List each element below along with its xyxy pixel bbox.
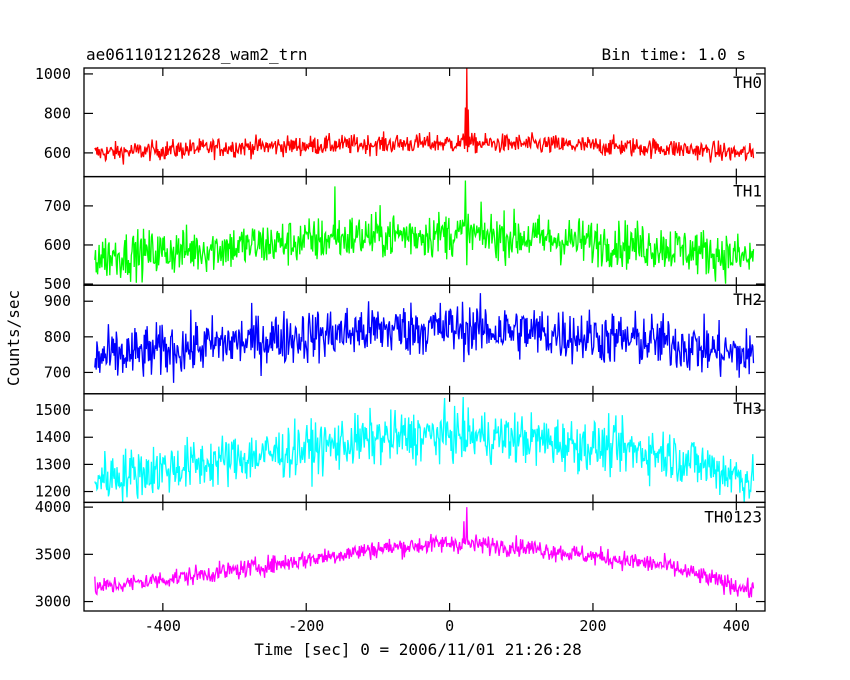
y-axis-label: Counts/sec — [4, 290, 23, 386]
y-tick-label: 600 — [44, 144, 71, 162]
series-line-th0 — [94, 67, 755, 165]
y-tick-label: 800 — [44, 328, 71, 346]
y-tick-label: 1400 — [35, 428, 71, 446]
panel-label: TH0 — [733, 73, 762, 92]
y-tick-label: 700 — [44, 197, 71, 215]
panel-th2: 700 800 900 TH2 — [44, 284, 766, 395]
y-tick-label: 1500 — [35, 401, 71, 419]
y-tick-label: 800 — [44, 104, 71, 122]
panel-label: TH0123 — [704, 507, 762, 526]
y-tick-label: 4000 — [35, 498, 71, 516]
panel-label: TH2 — [733, 290, 762, 309]
y-tick-label: 700 — [44, 363, 71, 381]
y-tick-label: 3500 — [35, 545, 71, 563]
panel-label: TH1 — [733, 182, 762, 201]
chart-subtitle: Bin time: 1.0 s — [602, 45, 747, 64]
panel-label: TH3 — [733, 399, 762, 418]
series-line-th1 — [94, 180, 755, 284]
panel-frame — [83, 67, 766, 178]
panels-group: 600 800 1000 TH0 500 600 700 TH1 700 800 900 TH2 120… — [35, 65, 766, 612]
x-axis: -400 -200 0 200 400 — [145, 617, 750, 635]
y-tick-label: 1300 — [35, 455, 71, 473]
y-tick-label: 1000 — [35, 65, 71, 83]
y-tick-label: 1200 — [35, 483, 71, 501]
panel-th0123: 3000 3500 4000 TH0123 — [35, 498, 766, 612]
x-tick-label: 0 — [445, 617, 454, 635]
panel-th3: 1200 1300 1400 1500 TH3 — [35, 393, 766, 504]
y-tick-label: 500 — [44, 275, 71, 293]
y-tick-label: 900 — [44, 292, 71, 310]
series-line-th2 — [94, 293, 755, 383]
x-tick-label: -200 — [288, 617, 324, 635]
x-axis-label: Time [sec] 0 = 2006/11/01 21:26:28 — [254, 640, 582, 659]
series-line-th0123 — [94, 507, 755, 598]
x-tick-label: 400 — [723, 617, 750, 635]
panel-th1: 500 600 700 TH1 — [44, 175, 766, 293]
y-tick-label: 3000 — [35, 593, 71, 611]
panel-frame — [83, 501, 766, 612]
chart-title: ae061101212628_wam2_trn — [86, 45, 308, 64]
x-tick-label: -400 — [145, 617, 181, 635]
y-tick-label: 600 — [44, 236, 71, 254]
series-line-th3 — [94, 396, 755, 503]
x-tick-label: 200 — [579, 617, 606, 635]
panel-th0: 600 800 1000 TH0 — [35, 65, 766, 178]
